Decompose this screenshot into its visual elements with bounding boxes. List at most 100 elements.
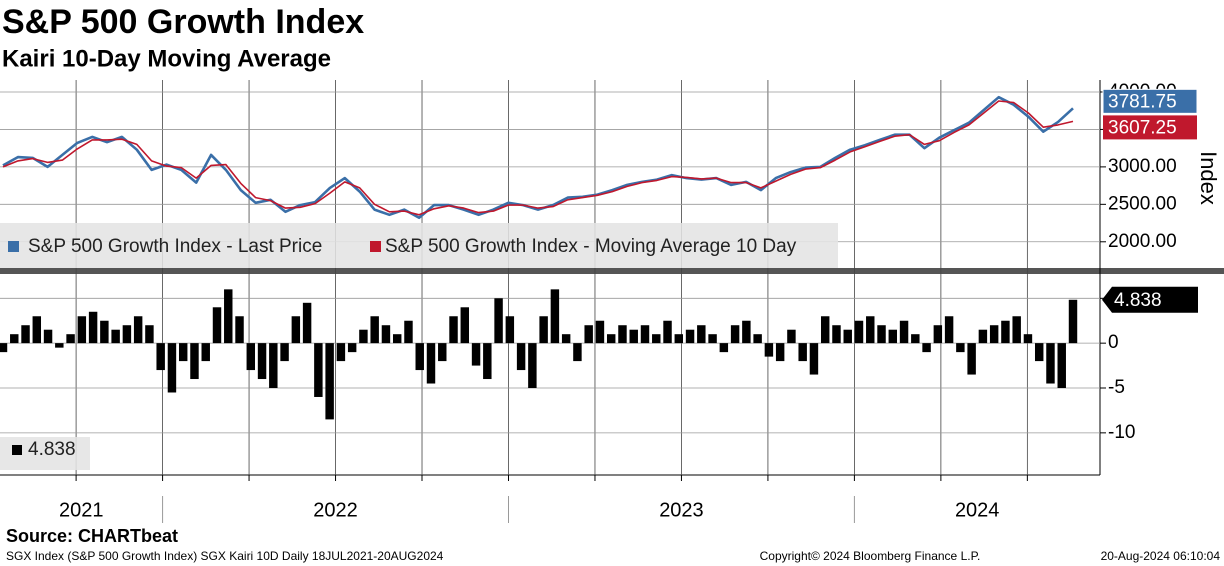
kairi-bar [708, 334, 717, 344]
kairi-bar [978, 329, 988, 344]
kairi-bar [899, 320, 909, 344]
last-value-label: 3607.25 [1108, 117, 1177, 138]
kairi-bar [122, 325, 132, 344]
kairi-bar [178, 343, 188, 362]
kairi-bar [505, 316, 515, 344]
kairi-bar [1046, 343, 1055, 384]
legend-box [0, 223, 838, 268]
kairi-bar [787, 329, 796, 344]
kairi-bar [854, 320, 864, 344]
kairi-bar [88, 311, 98, 344]
kairi-bar [145, 325, 154, 344]
kairi-bar [911, 334, 920, 344]
kairi-bar [820, 316, 830, 344]
kairi-bar [494, 298, 503, 344]
kairi-bar [1034, 343, 1044, 362]
kairi-bar [167, 343, 177, 393]
kairi-bar [640, 325, 650, 344]
kairi-bar [1012, 316, 1021, 344]
kairi-bar [10, 334, 19, 344]
kairi-bar [224, 289, 233, 344]
kairi-bar [111, 329, 120, 344]
kairi-bar [100, 320, 109, 344]
kairi-bar [257, 343, 267, 380]
last-value-label: 4.838 [1114, 290, 1162, 311]
kairi-bar [775, 343, 785, 362]
kairi-bar [302, 302, 312, 344]
last-value-label: 3781.75 [1108, 91, 1177, 112]
last-value-box [1102, 88, 1198, 114]
kairi-bar [1068, 299, 1078, 344]
kairi-bar [212, 307, 222, 344]
kairi-bar [764, 343, 774, 357]
legend-swatch [12, 445, 22, 455]
legend-label: S&P 500 Growth Index - Last Price [28, 236, 322, 257]
kairi-bar [809, 343, 819, 375]
kairi-bar [742, 320, 751, 344]
legend-label: 4.838 [28, 439, 76, 460]
y-tick-label: -10 [1108, 422, 1135, 443]
source: Source: CHARTbeat [6, 526, 178, 546]
chart-subtitle: Kairi 10-Day Moving Average [2, 45, 331, 72]
kairi-bar [1001, 320, 1010, 344]
y-tick-label: 2000.00 [1108, 231, 1177, 252]
y-axis-label: Index [1196, 151, 1221, 205]
kairi-bar [415, 343, 424, 371]
price-line [2, 95, 1074, 220]
kairi-bar [460, 307, 470, 344]
price-line [2, 100, 1074, 216]
kairi-bar [595, 320, 605, 344]
kairi-bar [359, 329, 368, 344]
kairi-bar [235, 316, 244, 344]
kairi-bar [449, 316, 458, 344]
kairi-bar [944, 316, 954, 344]
kairi-bar [629, 329, 638, 344]
x-tick-label: 2021 [59, 499, 104, 521]
last-value-box [1102, 286, 1198, 313]
kairi-bar [753, 334, 762, 344]
kairi-bar [539, 316, 548, 344]
legend-label: S&P 500 Growth Index - Moving Average 10… [385, 236, 797, 257]
kairi-bar [888, 329, 898, 344]
footer-center: Copyright© 2024 Bloomberg Finance L.P. [760, 549, 981, 563]
kairi-bar [55, 343, 64, 348]
kairi-bar [77, 316, 87, 344]
kairi-bar [32, 316, 42, 344]
kairi-bar [336, 343, 346, 362]
x-tick-label: 2022 [313, 499, 358, 521]
kairi-bar [573, 343, 582, 362]
kairi-bar [798, 343, 807, 362]
kairi-bar [325, 343, 334, 420]
kairi-bar [246, 343, 256, 371]
kairi-bar [1057, 343, 1066, 389]
legend-swatch [370, 241, 381, 252]
y-tick-label: 2500.00 [1108, 193, 1177, 214]
y-tick-label: -5 [1108, 377, 1125, 398]
kairi-bar [719, 343, 729, 353]
footer-right: 20-Aug-2024 06:10:04 [1101, 549, 1221, 563]
kairi-bar [291, 316, 301, 344]
kairi-bar [967, 343, 976, 375]
kairi-bar [483, 343, 492, 380]
kairi-bar [618, 325, 627, 344]
kairi-bar [156, 343, 165, 371]
kairi-bar [516, 343, 526, 371]
kairi-bar [1023, 334, 1033, 344]
x-tick-label: 2024 [955, 499, 1000, 521]
kairi-bar [347, 343, 357, 353]
kairi-bar [956, 343, 965, 353]
chart-title: S&P 500 Growth Index [2, 3, 364, 41]
kairi-bar [877, 325, 886, 344]
kairi-bar [66, 334, 75, 344]
kairi-bar [933, 325, 943, 344]
footer-left: SGX Index (S&P 500 Growth Index) SGX Kai… [6, 549, 444, 563]
kairi-bar [133, 316, 143, 344]
y-tick-label: 3000.00 [1108, 156, 1177, 177]
y-tick-label: 0 [1108, 332, 1119, 353]
kairi-bar [201, 343, 210, 362]
kairi-bar [561, 334, 571, 344]
kairi-bar [438, 343, 447, 362]
kairi-bar [584, 325, 593, 344]
kairi-bar [404, 320, 413, 344]
